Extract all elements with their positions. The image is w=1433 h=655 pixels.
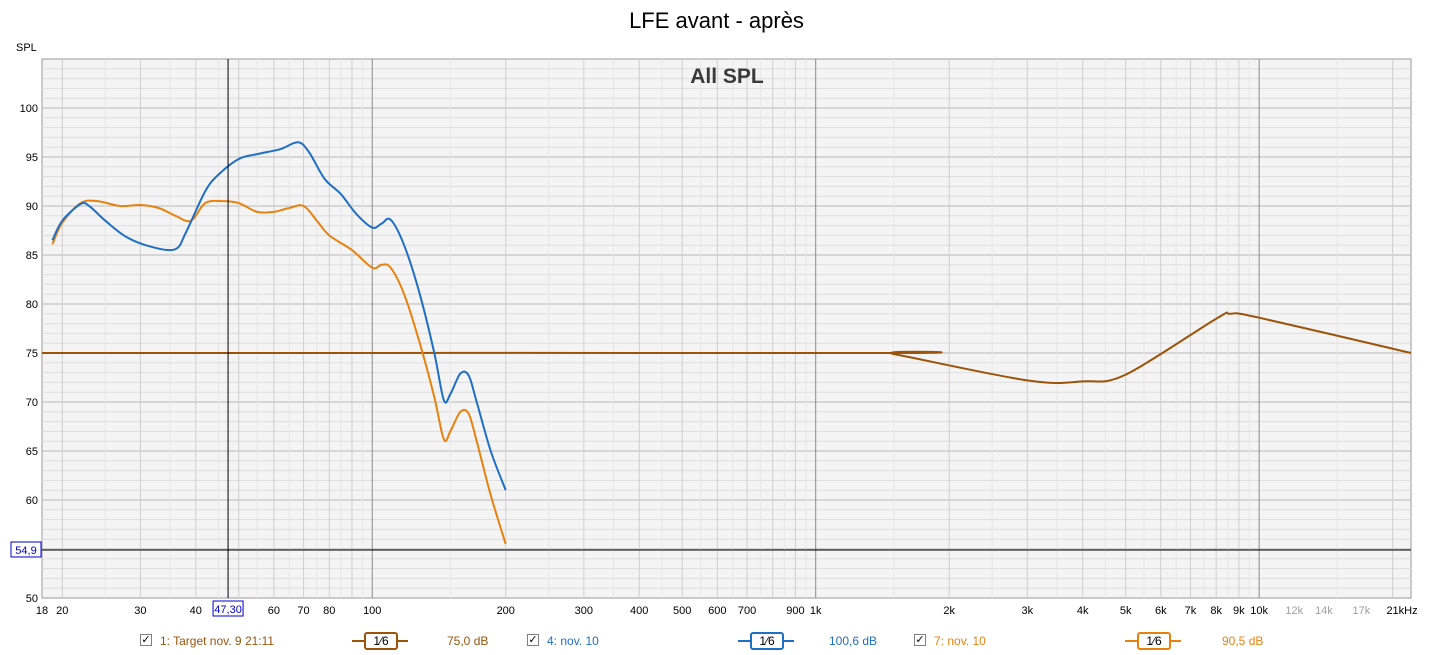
chart-title: LFE avant - après [629,8,804,33]
x-tick-label: 3k [1021,605,1033,617]
legend-checkbox-target[interactable]: ✓ [140,634,152,646]
legend-smoothing-blue[interactable]: 1⁄6 [738,632,794,650]
y-tick-label: 60 [26,495,38,507]
y-tick-label: 90 [26,201,38,213]
y-tick-label: 80 [26,299,38,311]
legend-name-target: 1: Target nov. 9 21:11 [160,634,275,648]
x-tick-label: 9k [1233,605,1245,617]
y-tick-label: 70 [26,397,38,409]
y-tick-label: 85 [26,250,38,262]
grid [42,59,1411,598]
plot-background [41,58,1412,599]
y-tick-label: 75 [26,348,38,360]
x-tick-label: 2k [943,605,955,617]
x-tick-label: 7k [1185,605,1197,617]
series-line-1 [51,141,507,491]
y-tick-label: 50 [26,593,38,605]
series-line-2 [51,199,507,545]
x-tick-labels: 18 20 30 40 60 70 80 100 200 300 400 500 600 700 900 1k… [36,605,1418,617]
x-tick-label: 18 [36,605,48,617]
legend-value-target: 75,0 dB [447,634,489,648]
x-tick-label: 5k [1120,605,1132,617]
x-tick-label: 80 [323,605,335,617]
x-tick-label: 1k [810,605,822,617]
x-tick-label: 10k [1250,605,1268,617]
x-tick-label: 6k [1155,605,1167,617]
series-line-0 [41,311,1412,385]
x-tick-label: 17k [1352,605,1370,617]
y-tick-label: 95 [26,152,38,164]
x-tick-label: 4k [1077,605,1089,617]
cursor-y-readout: 54,9 [15,545,36,557]
x-tick-label: 12k [1285,605,1303,617]
y-tick-labels: 50556065707580859095100 [20,103,38,605]
x-tick-label: 30 [134,605,146,617]
x-tick-label: 400 [630,605,648,617]
legend-smoothing-target[interactable]: 1⁄6 [352,632,408,650]
x-tick-label: 100 [363,605,381,617]
legend-checkbox-orange[interactable]: ✓ [914,634,926,646]
cursor-x-readout: 47,30 [214,604,242,616]
x-tick-label: 60 [268,605,280,617]
smoothing-label: 1⁄6 [1137,632,1171,650]
x-tick-label: 300 [575,605,593,617]
x-tick-label: 70 [297,605,309,617]
x-tick-label: 21kHz [1386,605,1417,617]
legend-name-orange: 7: nov. 10 [934,634,986,648]
x-tick-label: 200 [497,605,515,617]
y-axis-label: SPL [16,42,37,54]
legend-value-orange: 90,5 dB [1222,634,1264,648]
cursor-y-readout-box [10,541,42,558]
x-tick-label: 20 [56,605,68,617]
cursor[interactable]: 54,9 47,30 [10,59,1411,617]
x-tick-label: 14k [1315,605,1333,617]
x-tick-label: 600 [708,605,726,617]
x-tick-label: 700 [738,605,756,617]
x-tick-label: 8k [1210,605,1222,617]
x-tick-label: 500 [673,605,691,617]
series-lines [41,141,1412,545]
x-tick-label: 900 [786,605,804,617]
cursor-x-readout-box [212,600,244,617]
chart-subtitle: All SPL [690,65,764,88]
smoothing-label: 1⁄6 [750,632,784,650]
legend-smoothing-orange[interactable]: 1⁄6 [1125,632,1181,650]
legend-checkbox-blue[interactable]: ✓ [527,634,539,646]
smoothing-label: 1⁄6 [364,632,398,650]
chart-svg[interactable]: All SPL 50556065707580859095100 18203040… [0,0,1433,630]
legend-value-blue: 100,6 dB [829,634,878,648]
y-tick-label: 65 [26,446,38,458]
y-tick-label: 100 [20,103,38,115]
x-tick-label: 40 [190,605,202,617]
legend-name-blue: 4: nov. 10 [547,634,599,648]
